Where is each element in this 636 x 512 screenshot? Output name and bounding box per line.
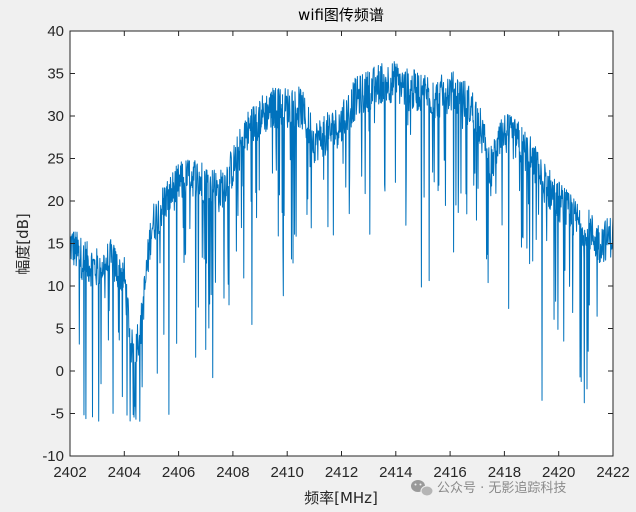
series-layer — [69, 61, 614, 422]
x-tick-label: 2420 — [542, 464, 575, 481]
y-tick-label: 40 — [47, 23, 64, 40]
x-tick-label: 2406 — [162, 464, 195, 481]
y-tick-label: 5 — [56, 321, 64, 338]
x-tick-label: 2410 — [271, 464, 304, 481]
y-tick-label: 30 — [47, 108, 64, 125]
x-tick-label: 2422 — [596, 464, 629, 481]
x-tick-label: 2414 — [379, 464, 412, 481]
y-axis-title: 幅度[dB] — [14, 213, 32, 275]
y-tick-label: 20 — [47, 193, 64, 210]
y-tick-label: 25 — [47, 151, 64, 168]
y-tick-label: 35 — [47, 66, 64, 83]
y-tick-label: -10 — [42, 448, 64, 465]
spectrum-series-line — [69, 61, 614, 422]
wechat-logo-icon — [411, 480, 434, 497]
x-axis-title: 频率[MHz] — [304, 489, 378, 507]
x-axis: 2402 2404 2406 2408 2410 2412 2414 2416 2418 2420… — [53, 31, 630, 481]
plot-area — [70, 31, 613, 456]
watermark: 公众号 · 无影追踪科技 — [411, 480, 566, 497]
y-tick-label: 10 — [47, 278, 64, 295]
chart-title: wifi图传频谱 — [298, 6, 384, 24]
x-tick-label: 2404 — [108, 464, 141, 481]
watermark-text: 公众号 · 无影追踪科技 — [437, 480, 566, 496]
y-tick-label: 15 — [47, 236, 64, 253]
x-tick-label: 2408 — [216, 464, 249, 481]
y-axis: -10 -5 0 5 10 15 20 25 30 35 40 — [42, 23, 613, 465]
x-tick-label: 2418 — [488, 464, 521, 481]
y-tick-label: 0 — [56, 363, 64, 380]
y-tick-label: -5 — [51, 406, 64, 423]
x-tick-label: 2412 — [325, 464, 358, 481]
x-tick-label: 2402 — [53, 464, 86, 481]
x-tick-label: 2416 — [433, 464, 466, 481]
